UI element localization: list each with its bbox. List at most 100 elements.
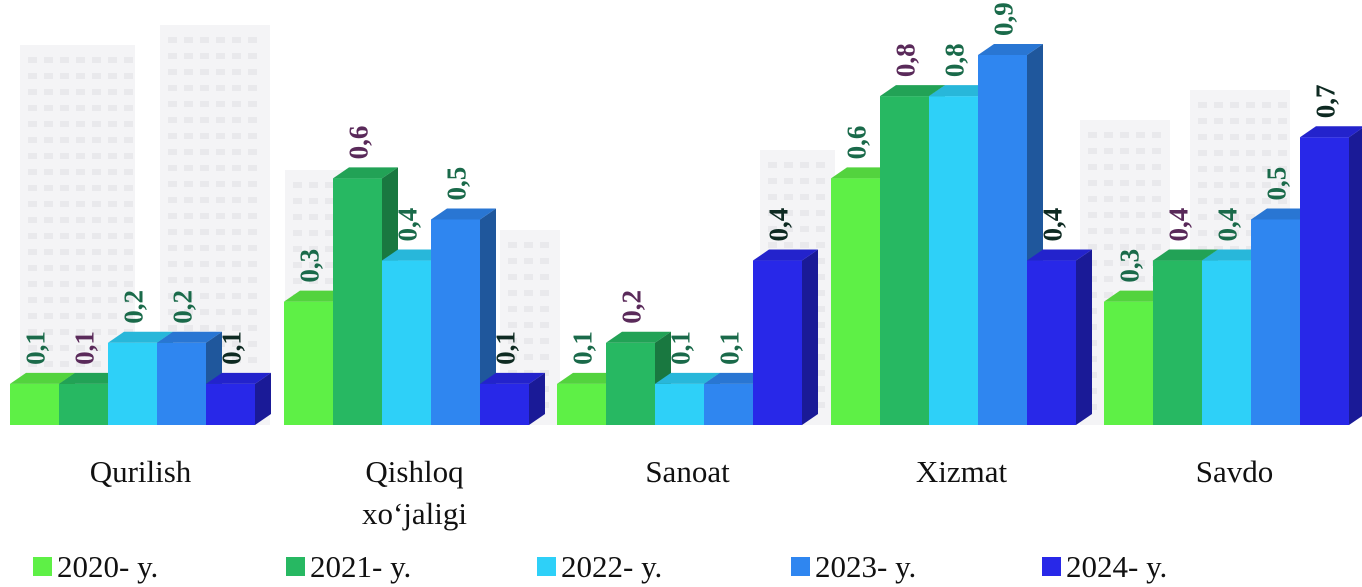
bar-top	[1300, 126, 1362, 138]
background-window	[92, 121, 101, 127]
background-window	[92, 233, 101, 239]
bar-front	[557, 383, 606, 425]
background-window	[1136, 180, 1145, 186]
background-window	[76, 249, 85, 255]
background-window	[168, 213, 177, 219]
background-window	[1104, 148, 1113, 154]
background-window	[1246, 182, 1255, 188]
background-window	[184, 309, 193, 315]
bar-3-4	[1027, 249, 1092, 425]
background-window	[60, 249, 69, 255]
background-window	[60, 57, 69, 63]
value-label: 0,3	[295, 249, 325, 283]
background-window	[60, 329, 69, 335]
background-window	[216, 165, 225, 171]
background-window	[325, 214, 334, 220]
background-window	[92, 185, 101, 191]
background-window	[1230, 230, 1239, 236]
background-window	[248, 229, 257, 235]
legend-label: 2022- y.	[561, 549, 662, 584]
bar-top	[1153, 249, 1218, 261]
background-window	[44, 89, 53, 95]
bar-0-4	[206, 372, 271, 425]
background-window	[124, 153, 133, 159]
background-window	[108, 217, 117, 223]
legend-item: 2022- y.	[537, 549, 662, 584]
background-window	[508, 290, 517, 296]
background-window	[216, 69, 225, 75]
category-label: Xizmat	[916, 454, 1008, 489]
background-window	[248, 37, 257, 43]
background-window	[1214, 214, 1223, 220]
background-window	[168, 69, 177, 75]
background-window	[524, 354, 533, 360]
background-window	[1262, 102, 1271, 108]
background-window	[1104, 132, 1113, 138]
background-window	[1104, 180, 1113, 186]
background-window	[1136, 148, 1145, 154]
background-window	[200, 245, 209, 251]
background-window	[184, 213, 193, 219]
background-window	[28, 105, 37, 111]
legend-item: 2020- y.	[33, 549, 158, 584]
background-window	[1246, 214, 1255, 220]
background-window	[1230, 150, 1239, 156]
background-window	[168, 309, 177, 315]
background-window	[216, 37, 225, 43]
background-window	[816, 178, 825, 184]
background-window	[309, 262, 318, 268]
background-window	[325, 246, 334, 252]
background-window	[44, 57, 53, 63]
legend-label: 2021- y.	[310, 549, 411, 584]
background-window	[76, 153, 85, 159]
background-window	[1246, 230, 1255, 236]
background-window	[1278, 166, 1287, 172]
bar-side	[529, 372, 545, 425]
background-window	[44, 137, 53, 143]
background-window	[1246, 150, 1255, 156]
value-label: 0,6	[842, 126, 872, 160]
bar-front	[704, 383, 753, 425]
background-window	[28, 249, 37, 255]
bar-side	[1076, 249, 1092, 425]
background-window	[816, 242, 825, 248]
background-window	[1230, 246, 1239, 252]
background-window	[1262, 150, 1271, 156]
background-window	[1262, 182, 1271, 188]
background-window	[60, 281, 69, 287]
background-window	[232, 101, 241, 107]
background-window	[1120, 148, 1129, 154]
background-window	[168, 325, 177, 331]
background-window	[1136, 164, 1145, 170]
background-window	[124, 169, 133, 175]
background-window	[92, 73, 101, 79]
bar-front	[929, 96, 978, 425]
background-window	[816, 370, 825, 376]
bar-front	[108, 342, 157, 425]
background-window	[108, 329, 117, 335]
background-window	[1104, 212, 1113, 218]
background-window	[232, 293, 241, 299]
bar-1-3	[431, 208, 496, 425]
background-window	[248, 101, 257, 107]
background-window	[248, 245, 257, 251]
background-window	[168, 101, 177, 107]
background-window	[1262, 166, 1271, 172]
background-window	[124, 281, 133, 287]
background-window	[28, 57, 37, 63]
legend-swatch	[1042, 557, 1061, 576]
background-window	[540, 242, 549, 248]
background-window	[60, 105, 69, 111]
background-window	[168, 261, 177, 267]
background-window	[524, 290, 533, 296]
legend-label: 2024- y.	[1066, 549, 1167, 584]
background-window	[60, 121, 69, 127]
bar-front	[753, 260, 802, 425]
background-window	[1230, 118, 1239, 124]
background-window	[216, 213, 225, 219]
value-label: 0,1	[715, 331, 745, 365]
background-window	[1198, 182, 1207, 188]
background-window	[232, 133, 241, 139]
background-window	[232, 69, 241, 75]
background-window	[108, 105, 117, 111]
